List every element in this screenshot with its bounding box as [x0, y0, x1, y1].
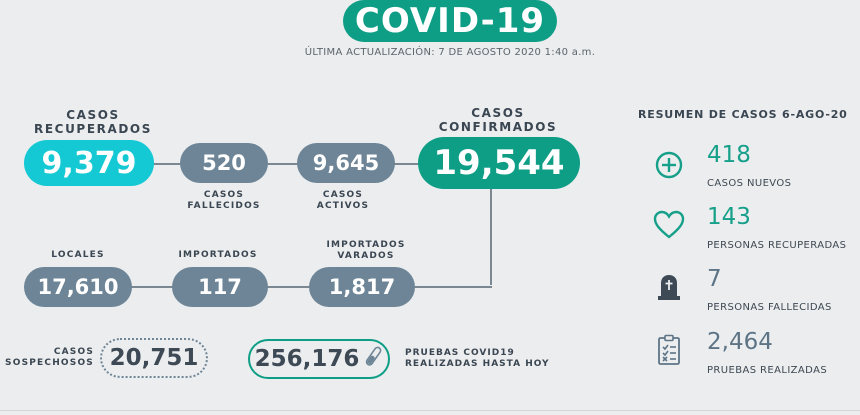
sospechosos-label: CASOS SOSPECHOSOS: [5, 347, 94, 368]
connector-line: [490, 187, 492, 285]
summary-value-recuperadas: 143: [707, 204, 751, 230]
sospechosos-value: 20,751: [100, 338, 208, 378]
summary-value-nuevos: 418: [707, 142, 751, 168]
locales-label: LOCALES: [51, 250, 105, 260]
pruebas-value: 256,176: [254, 346, 360, 372]
summary-label-nuevos: CASOS NUEVOS: [707, 178, 792, 189]
summary-value-pruebas: 2,464: [707, 329, 773, 355]
varados-value: 1,817: [309, 267, 415, 307]
tombstone-icon: [656, 272, 682, 306]
importados-value: 117: [172, 267, 268, 307]
locales-value: 17,610: [24, 267, 132, 307]
test-tube-icon: [363, 345, 383, 373]
page-title: COVID-19: [343, 0, 557, 42]
fallecidos-label: CASOS FALLECIDOS: [187, 190, 261, 211]
plus-circle-icon: [654, 150, 684, 184]
importados-label: IMPORTADOS: [178, 250, 258, 260]
heart-icon: [653, 210, 685, 244]
activos-value: 9,645: [297, 143, 395, 183]
last-updated: ÚLTIMA ACTUALIZACIÓN: 7 DE AGOSTO 2020 1…: [304, 47, 596, 58]
activos-label: CASOS ACTIVOS: [316, 190, 370, 211]
recuperados-label: CASOS RECUPERADOS: [34, 108, 152, 136]
confirmados-label: CASOS CONFIRMADOS: [438, 106, 558, 134]
summary-label-fallecidas: PERSONAS FALLECIDAS: [707, 302, 832, 313]
recuperados-value: 9,379: [24, 140, 154, 186]
confirmados-value: 19,544: [418, 137, 580, 189]
pruebas-label: PRUEBAS COVID19 REALIZADAS HASTA HOY: [405, 348, 550, 369]
summary-value-fallecidas: 7: [707, 266, 722, 292]
clipboard-icon: [656, 334, 682, 370]
pruebas-pill: 256,176: [248, 339, 390, 379]
fallecidos-value: 520: [180, 143, 268, 183]
summary-label-pruebas: PRUEBAS REALIZADAS: [707, 365, 828, 376]
summary-title: RESUMEN DE CASOS 6-AGO-20: [638, 108, 848, 121]
connector-line: [150, 163, 440, 165]
summary-label-recuperadas: PERSONAS RECUPERADAS: [707, 240, 847, 251]
varados-label: IMPORTADOS VARADOS: [326, 240, 406, 261]
bottom-divider: [0, 410, 860, 411]
